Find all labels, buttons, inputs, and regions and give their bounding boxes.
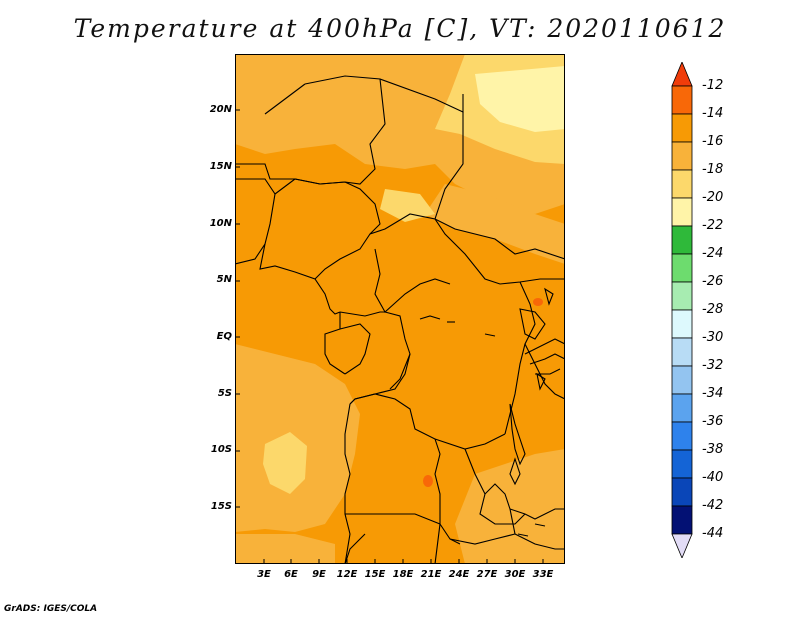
colorbar-label: -24 <box>702 246 724 261</box>
colorbar-label: -30 <box>702 330 724 345</box>
colorbar-bin <box>671 365 693 395</box>
colorbar-label: -14 <box>702 106 724 121</box>
temperature-region-northeast <box>425 184 565 264</box>
colorbar-bin <box>671 449 693 479</box>
lon-label-15e: 15E <box>364 569 386 580</box>
temperature-region-southwest <box>235 344 360 532</box>
lon-label-27e: 27E <box>476 569 498 580</box>
colorbar-bin <box>671 477 693 507</box>
colorbar-bin <box>671 309 693 339</box>
lakes <box>419 287 554 537</box>
colorbar-label: -42 <box>702 498 724 513</box>
lat-label-5n: 5N <box>216 274 232 285</box>
colorbar-label: -18 <box>702 162 724 177</box>
colorbar-bin <box>671 113 693 143</box>
lon-label-33e: 33E <box>532 569 554 580</box>
colorbar-bin <box>671 421 693 451</box>
colorbar-top-arrow <box>671 62 693 87</box>
lat-label-15s: 15S <box>210 501 232 512</box>
lon-label-6e: 6E <box>284 569 298 580</box>
colorbar-label: -12 <box>702 78 724 93</box>
colorbar-bin <box>671 337 693 367</box>
temperature-region-northeast-cream <box>475 66 565 132</box>
colorbar-label: -38 <box>702 442 724 457</box>
colorbar-label: -44 <box>702 526 724 541</box>
colorbar-bin <box>671 253 693 283</box>
colorbar-label: -20 <box>702 190 724 205</box>
lat-label-10s: 10S <box>210 444 232 455</box>
colorbar-bin <box>671 141 693 171</box>
warm-spot-east <box>533 298 543 306</box>
chart-title: Temperature at 400hPa [C], VT: 202011061… <box>73 14 727 43</box>
lat-label-10n: 10N <box>209 218 232 229</box>
colorbar-label: -36 <box>702 414 724 429</box>
lon-label-9e: 9E <box>312 569 326 580</box>
temperature-region-southeast <box>455 449 565 564</box>
grads-credit: GrADS: IGES/COLA <box>4 604 98 614</box>
colorbar-bin <box>671 393 693 423</box>
lon-label-30e: 30E <box>504 569 526 580</box>
colorbar <box>671 62 693 558</box>
colorbar-label: -16 <box>702 134 724 149</box>
lat-label-20n: 20N <box>209 104 232 115</box>
lat-label-5s: 5S <box>217 388 232 399</box>
lat-label-15n: 15N <box>209 161 232 172</box>
lon-label-3e: 3E <box>257 569 271 580</box>
lon-label-12e: 12E <box>336 569 358 580</box>
lat-label-eq: EQ <box>216 331 232 342</box>
lon-label-24e: 24E <box>448 569 470 580</box>
colorbar-bin <box>671 505 693 535</box>
colorbar-bin <box>671 197 693 227</box>
colorbar-label: -22 <box>702 218 724 233</box>
colorbar-bin <box>671 225 693 255</box>
colorbar-label: -28 <box>702 302 724 317</box>
colorbar-bottom-arrow <box>671 533 693 558</box>
colorbar-label: -26 <box>702 274 724 289</box>
temperature-region-southwest-pale <box>263 432 307 494</box>
colorbar-bin <box>671 85 693 115</box>
lat-ticks <box>235 109 240 508</box>
lon-ticks <box>263 559 544 564</box>
warm-spot-central <box>423 475 433 487</box>
colorbar-bin <box>671 169 693 199</box>
map-frame <box>235 54 565 564</box>
colorbar-label: -32 <box>702 358 724 373</box>
temperature-region-central-north-pale <box>380 189 435 222</box>
country-borders <box>235 75 565 564</box>
colorbar-label: -34 <box>702 386 724 401</box>
lon-label-21e: 21E <box>420 569 442 580</box>
colorbar-bin <box>671 281 693 311</box>
temperature-region-west-strip <box>235 534 335 564</box>
lon-label-18e: 18E <box>392 569 414 580</box>
colorbar-label: -40 <box>702 470 724 485</box>
temperature-map <box>235 54 565 564</box>
